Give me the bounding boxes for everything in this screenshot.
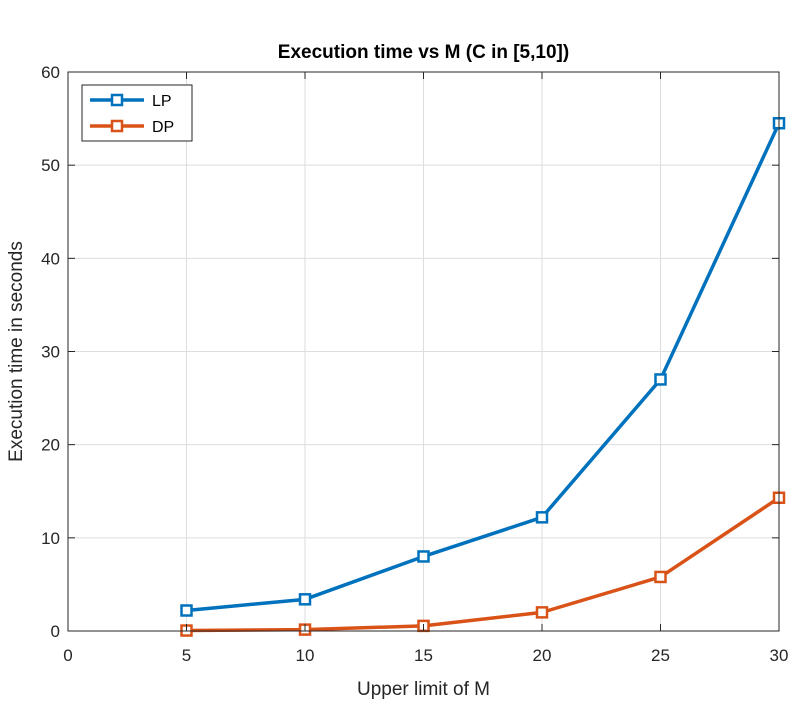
x-tick-label: 30 — [770, 646, 789, 665]
y-tick-label: 40 — [41, 249, 60, 268]
y-tick-label: 10 — [41, 529, 60, 548]
legend-label-dp: DP — [152, 119, 174, 136]
x-axis-label: Upper limit of M — [357, 679, 490, 700]
data-point-lp — [180, 604, 193, 617]
legend-marker-dp — [110, 119, 124, 133]
chart-title: Execution time vs M (C in [5,10]) — [278, 42, 569, 63]
y-tick-label: 60 — [41, 63, 60, 82]
x-tick-label: 15 — [414, 646, 433, 665]
series-line-dp — [186, 496, 780, 633]
y-axis-label: Execution time in seconds — [6, 241, 27, 462]
data-point-lp — [654, 373, 667, 386]
x-tick-label: 20 — [533, 646, 552, 665]
legend: LP DP — [81, 84, 193, 142]
y-tick-label: 0 — [51, 622, 60, 641]
x-tick-label: 10 — [296, 646, 315, 665]
y-tick-label: 30 — [41, 343, 60, 362]
legend-label-lp: LP — [152, 93, 172, 110]
y-tick-label: 50 — [41, 156, 60, 175]
data-point-dp — [654, 570, 667, 584]
data-point-dp — [535, 606, 549, 619]
ticks: 0 5 10 15 20 25 30 0 10 20 30 40 50 60 — [41, 63, 788, 665]
data-point-lp — [417, 550, 430, 563]
x-tick-label: 25 — [651, 646, 670, 665]
y-tick-label: 20 — [41, 436, 60, 455]
legend-box — [81, 84, 193, 142]
legend-marker-lp — [110, 93, 124, 107]
data-point-lp — [535, 511, 549, 524]
series-line-lp — [186, 122, 781, 613]
data-point-lp — [298, 593, 312, 606]
x-tick-label: 5 — [182, 646, 191, 665]
x-tick-label: 0 — [63, 646, 72, 665]
